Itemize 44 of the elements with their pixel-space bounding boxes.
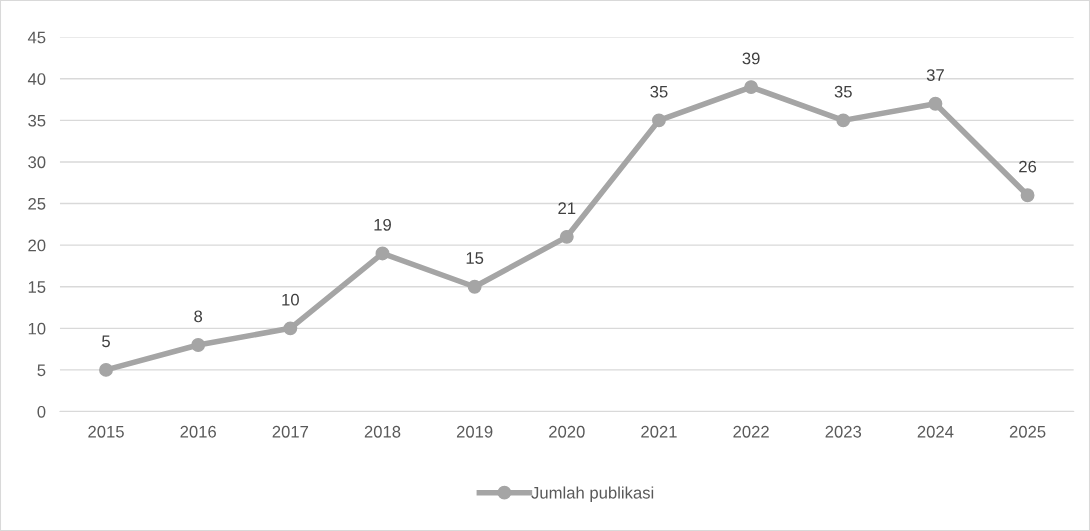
y-tick-label: 40 [27,73,46,85]
data-label: 21 [558,202,576,214]
point [283,321,298,336]
y-tick-label: 20 [28,239,46,252]
point [1020,188,1035,203]
x-tick-label: 2024 [917,425,954,438]
x-tick-label: 2025 [1009,425,1046,438]
point [652,113,666,128]
x-tick-label: 2023 [825,425,862,438]
x-tick-label: 2021 [641,425,677,438]
y-tick-label: 35 [28,114,46,127]
point [375,246,390,261]
point [836,113,851,128]
y-tick-label: 30 [28,156,46,169]
point [559,229,574,244]
data-label: 26 [1019,160,1037,173]
y-tick-label: 25 [28,197,46,210]
data-label: 35 [834,85,852,98]
data-label: 8 [194,310,203,323]
legend-label: Jumlah publikasi [531,486,654,502]
y-tick-label: 10 [28,322,46,335]
x-tick-label: 2020 [549,425,585,438]
x-tick-label: 2019 [456,425,493,438]
x-tick-label: 2015 [88,425,124,438]
y-tick-label: 45 [27,31,46,44]
data-label: 10 [282,293,299,306]
data-label: 35 [650,85,668,98]
x-tick-label: 2017 [272,425,309,438]
y-tick-label: 15 [28,281,46,293]
y-tick-label: 5 [37,364,46,377]
point [99,362,113,377]
x-tick-label: 2016 [180,425,216,438]
data-label: 37 [926,69,944,81]
data-label: 39 [742,52,760,65]
point [191,338,206,352]
x-tick-label: 2022 [733,425,769,438]
y-tick-label: 0 [37,405,46,418]
point [467,279,482,294]
point [928,96,943,111]
x-tick-label: 2018 [364,425,401,438]
data-label: 5 [102,335,110,348]
point [744,80,759,95]
data-label: 15 [466,252,484,264]
data-label: 19 [374,218,391,231]
